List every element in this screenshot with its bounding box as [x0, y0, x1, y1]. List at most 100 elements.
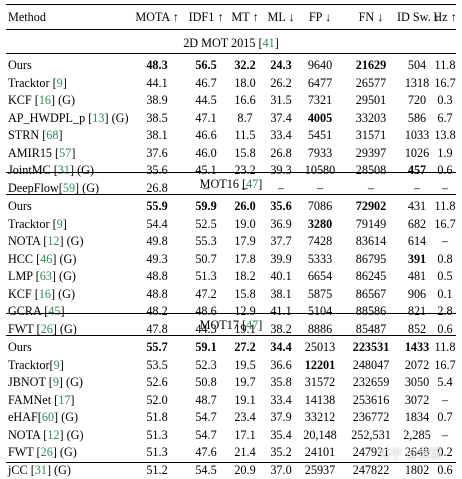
metric-cell: 54.5	[195, 462, 217, 477]
method-name: KCF [16] (G)	[8, 286, 76, 301]
section-reference-link[interactable]: 41	[262, 36, 275, 50]
metric-cell: 2.8	[437, 304, 453, 318]
metric-cell: 39.9	[270, 251, 292, 266]
header-idsw: ID Sw. ↓	[397, 10, 440, 24]
metric-cell: 59.9	[195, 199, 217, 213]
metric-cell: 34.4	[270, 340, 292, 354]
metric-cell: 26.2	[270, 75, 292, 90]
metric-cell: 7086	[307, 199, 333, 213]
metric-cell: –	[277, 180, 285, 195]
citation-link[interactable]: 9	[56, 216, 63, 231]
metric-cell: 32.2	[234, 58, 256, 72]
metric-cell: 16.7	[434, 357, 456, 372]
metric-cell: 5875	[307, 286, 333, 301]
section-rule	[6, 53, 456, 54]
section-title: MOT17 [47]	[199, 318, 263, 332]
metric-cell: 35.2	[270, 445, 292, 459]
metric-cell: 0.6	[437, 462, 453, 477]
metric-cell: 36.9	[270, 216, 292, 231]
table-top-rule	[6, 4, 456, 5]
metric-cell: 86245	[355, 269, 387, 283]
citation-link[interactable]: 9	[53, 357, 60, 372]
metric-cell: 12.9	[234, 304, 256, 318]
citation-link[interactable]: 46	[40, 251, 53, 266]
table-row: DeepFlow[59] (G) 26.8 – – – – – – –	[6, 179, 456, 197]
metric-cell: 504	[407, 58, 427, 72]
metric-cell: 232659	[352, 375, 390, 389]
method-name: Ours	[8, 199, 32, 213]
metric-cell: 5104	[307, 304, 333, 318]
metric-cell: 20,148	[303, 427, 337, 442]
method-name: GCRA [45]	[8, 304, 65, 318]
section-reference-link[interactable]: 47	[246, 177, 259, 191]
metric-cell: 48.8	[146, 269, 168, 283]
metric-cell: 27.2	[234, 340, 256, 354]
metric-cell: 247921	[352, 445, 390, 459]
metric-cell: 17.9	[234, 234, 256, 248]
metric-cell: 54.7	[195, 427, 217, 442]
metric-cell: 7428	[307, 234, 333, 248]
method-name: STRN [68]	[8, 128, 63, 142]
metric-cell: 17.1	[234, 427, 256, 442]
method-name: JBNOT [9] (G)	[8, 375, 83, 389]
metric-cell: 38.2	[270, 321, 292, 336]
metric-cell: 51.8	[146, 410, 168, 424]
citation-link[interactable]: 26	[40, 321, 53, 336]
metric-cell: 23.2	[234, 163, 256, 177]
citation-link[interactable]: 57	[59, 145, 72, 160]
citation-link[interactable]: 60	[41, 410, 55, 424]
metric-cell: 2072	[404, 357, 430, 372]
citation-link[interactable]: 12	[47, 234, 60, 248]
metric-cell: 52.6	[146, 375, 168, 389]
metric-cell: 0.8	[437, 251, 453, 266]
metric-cell: 5451	[307, 128, 333, 142]
metric-cell: 31571	[355, 128, 387, 142]
section-end-rule	[6, 313, 456, 314]
citation-link[interactable]: 63	[39, 269, 52, 283]
metric-cell: 720	[407, 93, 427, 107]
citation-link[interactable]: 17	[58, 392, 71, 407]
section-rule	[6, 194, 456, 195]
citation-link[interactable]: 26	[40, 445, 53, 459]
citation-link[interactable]: 59	[62, 180, 76, 195]
citation-link[interactable]: 31	[34, 462, 47, 477]
citation-link[interactable]: 16	[38, 93, 52, 107]
section-title: MOT16 [47]	[199, 177, 263, 191]
table-row: JointMC [31] (G) 35.6 45.1 23.2 39.3 10580 285…	[6, 161, 456, 179]
citation-link[interactable]: 16	[38, 286, 52, 301]
metric-cell: 54.4	[146, 216, 168, 231]
watermark-text: 知乎 @黄飘	[378, 447, 442, 461]
citation-link[interactable]: 13	[92, 110, 105, 125]
citation-link[interactable]: 31	[57, 163, 70, 177]
metric-cell: 0.6	[437, 321, 453, 336]
metric-cell: 48.2	[146, 304, 168, 318]
citation-link[interactable]: 9	[56, 75, 63, 90]
citation-link[interactable]: 45	[48, 304, 61, 318]
metric-cell: 2,285	[403, 427, 431, 442]
header-ml: ML ↓	[267, 10, 295, 24]
method-name: jCC [31] (G)	[8, 462, 71, 477]
metric-cell: 33.4	[270, 392, 292, 407]
method-name: eHAF[60] (G)	[8, 410, 79, 424]
citation-link[interactable]: 68	[46, 128, 59, 142]
section-reference-link[interactable]: 47	[246, 318, 259, 332]
metric-cell: 47.8	[146, 321, 168, 336]
metric-cell: 16.7	[434, 75, 456, 90]
table-row: FAMNet [17] 52.0 48.7 19.1 33.4 14138 253616 30…	[6, 391, 456, 409]
metric-cell: 19.5	[234, 357, 256, 372]
citation-link[interactable]: 12	[47, 427, 60, 442]
method-name: JointMC [31] (G)	[8, 163, 94, 177]
metric-cell: 47.1	[195, 110, 217, 125]
metric-cell: 53.5	[146, 357, 168, 372]
metric-cell: 38.1	[146, 128, 168, 142]
table-row: Ours 55.9 59.9 26.0 35.6 7086 72902 431 11.8	[6, 197, 456, 215]
method-name: Tracktor[9]	[8, 357, 64, 372]
citation-link[interactable]: 9	[52, 375, 59, 389]
table-row: eHAF[60] (G) 51.8 54.7 23.4 37.9 33212 236772 1…	[6, 408, 456, 426]
method-name: Ours	[8, 340, 32, 354]
metric-cell: 44.5	[195, 93, 217, 107]
metric-cell: 49.3	[146, 251, 168, 266]
metric-cell: 28508	[355, 163, 387, 177]
metric-cell: 24.3	[270, 58, 292, 72]
metric-cell: 38.1	[270, 286, 292, 301]
